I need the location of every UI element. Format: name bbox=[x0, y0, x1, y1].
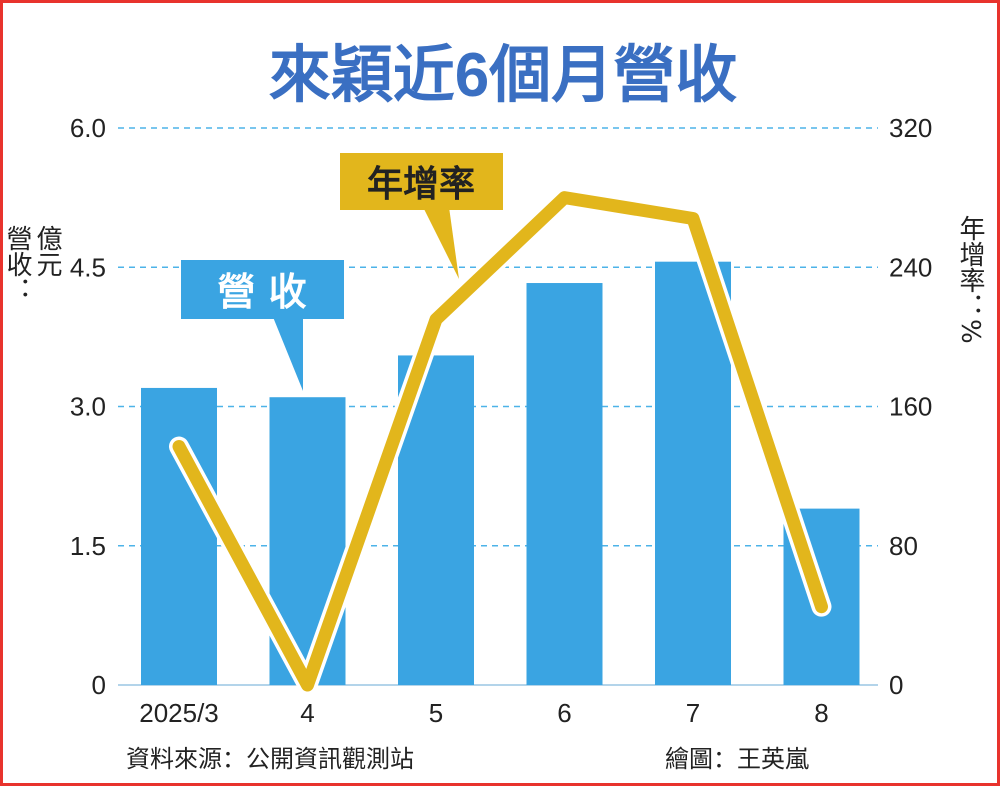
right-tick-label: 80 bbox=[889, 531, 918, 561]
right-axis-ticks: 0 80 160 240 320 bbox=[889, 113, 932, 700]
x-tick-label: 6 bbox=[557, 698, 571, 728]
left-axis-title-line2: 億元 bbox=[32, 225, 62, 277]
revenue-callout-label: 營 收 bbox=[217, 270, 306, 314]
right-axis-title-text: 年增率：% bbox=[955, 215, 985, 344]
x-tick-label: 8 bbox=[814, 698, 828, 728]
right-tick-label: 0 bbox=[889, 670, 903, 700]
revenue-callout: 營 收 bbox=[181, 260, 344, 391]
left-axis-title-line1: 營收： bbox=[3, 225, 32, 303]
revenue-bars bbox=[141, 262, 860, 685]
right-tick-label: 240 bbox=[889, 252, 932, 282]
right-axis-title: 年增率：% bbox=[955, 215, 985, 344]
right-tick-label: 160 bbox=[889, 392, 932, 422]
x-tick-label: 2025/3 bbox=[139, 698, 219, 728]
left-tick-label: 0 bbox=[92, 670, 106, 700]
left-tick-label: 3.0 bbox=[70, 392, 106, 422]
credit-note: 繪圖：王英嵐 bbox=[665, 745, 809, 773]
growth-callout-label: 年增率 bbox=[367, 164, 475, 205]
x-tick-label: 7 bbox=[686, 698, 700, 728]
x-tick-label: 5 bbox=[429, 698, 443, 728]
x-axis-ticks: 2025/3 4 5 6 7 8 bbox=[139, 698, 829, 728]
left-tick-label: 4.5 bbox=[70, 252, 106, 282]
growth-callout: 年增率 bbox=[340, 153, 503, 279]
x-tick-label: 4 bbox=[300, 698, 314, 728]
left-axis-ticks: 0 1.5 3.0 4.5 6.0 bbox=[70, 113, 106, 700]
left-tick-label: 1.5 bbox=[70, 531, 106, 561]
growth-callout-pointer bbox=[423, 207, 459, 279]
left-axis-title: 營收： 億元 bbox=[3, 225, 62, 303]
chart-title: 來穎近6個月營收 bbox=[269, 41, 737, 110]
revenue-bar bbox=[527, 283, 603, 685]
revenue-growth-chart: 來穎近6個月營收 0 1.5 3.0 4.5 6.0 0 80 160 240 320 2025… bbox=[3, 3, 1000, 789]
revenue-bar bbox=[141, 388, 217, 685]
revenue-callout-pointer bbox=[273, 317, 303, 391]
right-tick-label: 320 bbox=[889, 113, 932, 143]
source-note: 資料來源：公開資訊觀測站 bbox=[126, 745, 414, 773]
left-tick-label: 6.0 bbox=[70, 113, 106, 143]
